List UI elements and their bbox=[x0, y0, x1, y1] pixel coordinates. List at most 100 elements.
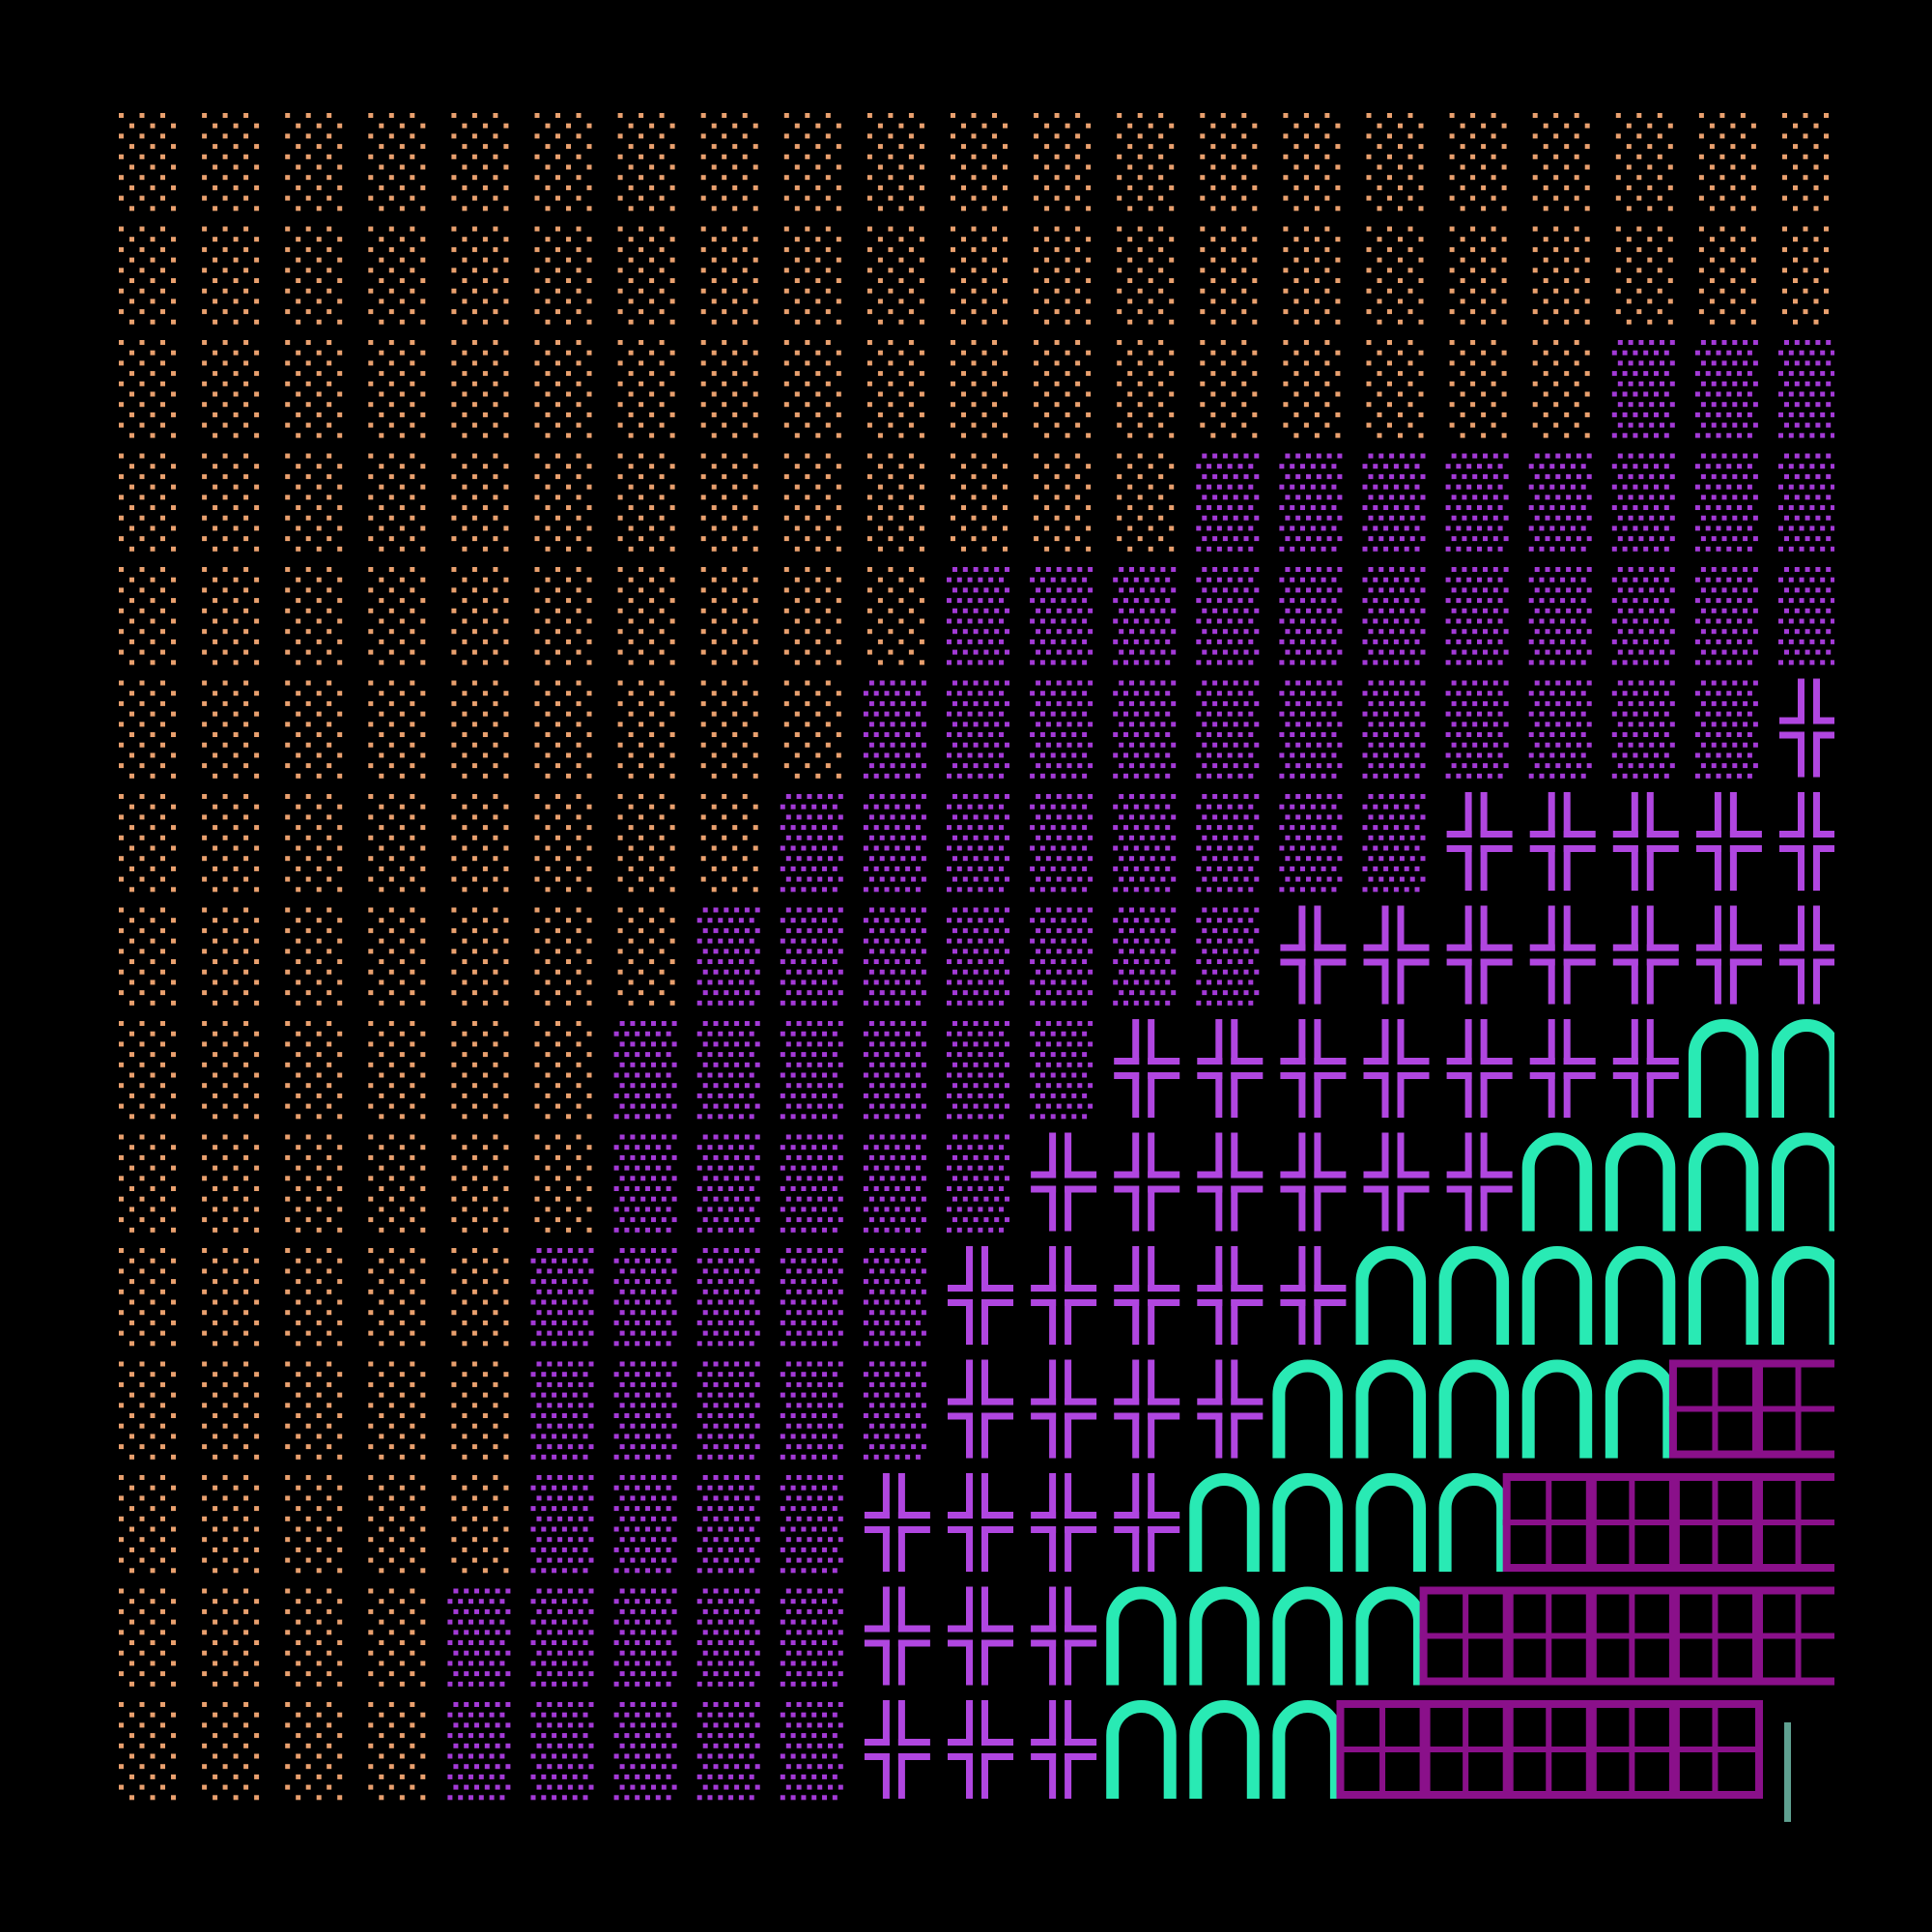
double-cross-glyph bbox=[1529, 1019, 1596, 1118]
medium-shade-glyph bbox=[1196, 567, 1260, 666]
light-shade-glyph bbox=[951, 226, 1008, 325]
arch-glyph bbox=[1688, 1246, 1759, 1345]
light-shade-glyph bbox=[867, 113, 924, 212]
light-shade-glyph bbox=[368, 794, 426, 893]
light-shade-glyph bbox=[951, 113, 1008, 212]
light-shade-glyph bbox=[451, 907, 509, 1006]
light-shade-glyph bbox=[285, 1021, 343, 1120]
medium-shade-glyph bbox=[613, 1021, 677, 1120]
light-shade-glyph bbox=[700, 567, 758, 666]
medium-shade-glyph bbox=[1030, 680, 1094, 779]
light-shade-glyph bbox=[1200, 340, 1258, 439]
medium-shade-glyph bbox=[696, 1361, 760, 1460]
arch-glyph bbox=[1106, 1700, 1177, 1799]
arch-glyph bbox=[1189, 1700, 1260, 1799]
light-shade-glyph bbox=[119, 1588, 176, 1687]
light-shade-glyph bbox=[202, 680, 260, 779]
medium-shade-glyph bbox=[1113, 680, 1177, 779]
light-shade-glyph bbox=[451, 1021, 509, 1120]
light-shade-glyph bbox=[617, 794, 675, 893]
double-cross-glyph bbox=[1446, 1019, 1513, 1118]
light-shade-glyph bbox=[700, 794, 758, 893]
light-shade-glyph bbox=[202, 1021, 260, 1120]
light-shade-glyph bbox=[783, 226, 841, 325]
light-shade-glyph bbox=[451, 1475, 509, 1574]
light-shade-glyph bbox=[1117, 453, 1175, 552]
light-shade-glyph bbox=[617, 340, 675, 439]
medium-shade-glyph bbox=[1030, 1021, 1094, 1120]
light-shade-glyph bbox=[285, 907, 343, 1006]
light-shade-glyph bbox=[617, 567, 675, 666]
medium-shade-glyph bbox=[530, 1361, 594, 1460]
arch-glyph bbox=[1106, 1586, 1177, 1686]
medium-shade-glyph bbox=[1279, 680, 1343, 779]
double-cross-glyph bbox=[1779, 678, 1834, 778]
light-shade-glyph bbox=[534, 1134, 592, 1233]
light-shade-glyph bbox=[202, 1361, 260, 1460]
double-cross-glyph bbox=[948, 1473, 1013, 1572]
double-cross-glyph bbox=[948, 1586, 1013, 1686]
medium-shade-glyph bbox=[447, 1588, 511, 1687]
light-shade-glyph bbox=[1283, 113, 1341, 212]
arch-glyph bbox=[1772, 1132, 1834, 1232]
arch-glyph bbox=[1438, 1246, 1510, 1345]
medium-shade-glyph bbox=[1445, 453, 1509, 552]
light-shade-glyph bbox=[783, 567, 841, 666]
medium-shade-glyph bbox=[1279, 567, 1343, 666]
light-shade-glyph bbox=[783, 453, 841, 552]
light-shade-glyph bbox=[617, 113, 675, 212]
light-shade-glyph bbox=[368, 1134, 426, 1233]
double-cross-glyph bbox=[1779, 792, 1834, 891]
light-shade-glyph bbox=[1117, 113, 1175, 212]
arch-glyph bbox=[1189, 1473, 1260, 1572]
grid-glyph bbox=[1752, 1586, 1834, 1686]
text-cursor bbox=[1784, 1722, 1791, 1822]
medium-shade-glyph bbox=[863, 907, 926, 1006]
light-shade-glyph bbox=[534, 340, 592, 439]
double-cross-glyph bbox=[1197, 1246, 1264, 1345]
light-shade-glyph bbox=[617, 680, 675, 779]
arch-glyph bbox=[1355, 1586, 1426, 1686]
light-shade-glyph bbox=[368, 1588, 426, 1687]
medium-shade-glyph bbox=[863, 1021, 926, 1120]
medium-shade-glyph bbox=[947, 1134, 1009, 1233]
grid-glyph bbox=[1668, 1700, 1764, 1799]
light-shade-glyph bbox=[285, 794, 343, 893]
light-shade-glyph bbox=[617, 226, 675, 325]
light-shade-glyph bbox=[534, 1021, 592, 1120]
light-shade-glyph bbox=[119, 567, 176, 666]
medium-shade-glyph bbox=[1778, 567, 1834, 666]
medium-shade-glyph bbox=[1362, 794, 1426, 893]
medium-shade-glyph bbox=[863, 1134, 926, 1233]
arch-glyph bbox=[1355, 1473, 1426, 1572]
medium-shade-glyph bbox=[1778, 453, 1834, 552]
double-cross-glyph bbox=[1114, 1019, 1180, 1118]
light-shade-glyph bbox=[534, 113, 592, 212]
light-shade-glyph bbox=[1698, 113, 1756, 212]
double-cross-glyph bbox=[1363, 905, 1430, 1005]
light-shade-glyph bbox=[285, 1361, 343, 1460]
arch-glyph bbox=[1521, 1132, 1593, 1232]
arch-glyph bbox=[1272, 1586, 1343, 1686]
medium-shade-glyph bbox=[613, 1248, 677, 1347]
light-shade-glyph bbox=[368, 1021, 426, 1120]
light-shade-glyph bbox=[451, 567, 509, 666]
light-shade-glyph bbox=[1532, 340, 1590, 439]
light-shade-glyph bbox=[700, 340, 758, 439]
medium-shade-glyph bbox=[530, 1248, 594, 1347]
medium-shade-glyph bbox=[1279, 794, 1343, 893]
light-shade-glyph bbox=[285, 567, 343, 666]
light-shade-glyph bbox=[368, 567, 426, 666]
light-shade-glyph bbox=[368, 907, 426, 1006]
light-shade-glyph bbox=[1449, 226, 1507, 325]
medium-shade-glyph bbox=[947, 907, 1009, 1006]
light-shade-glyph bbox=[285, 453, 343, 552]
double-cross-glyph bbox=[1031, 1473, 1097, 1572]
light-shade-glyph bbox=[285, 1588, 343, 1687]
light-shade-glyph bbox=[285, 1475, 343, 1574]
medium-shade-glyph bbox=[447, 1702, 511, 1801]
light-shade-glyph bbox=[534, 567, 592, 666]
light-shade-glyph bbox=[1034, 113, 1092, 212]
medium-shade-glyph bbox=[1528, 680, 1592, 779]
